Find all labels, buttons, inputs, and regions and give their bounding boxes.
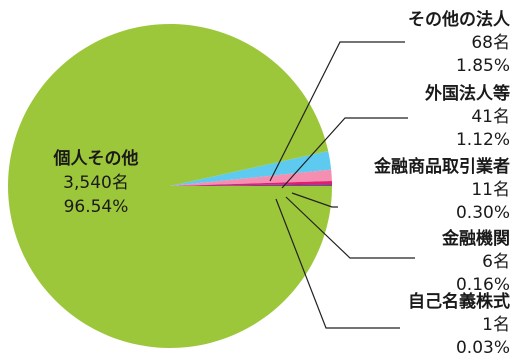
callout-count: 11名 — [471, 180, 510, 200]
callout-percent: 1.85% — [456, 56, 510, 76]
callout-percent: 0.03% — [456, 338, 510, 357]
callout-count: 1名 — [482, 315, 510, 335]
callout-name: 金融商品取引業者 — [373, 156, 510, 177]
callout-count: 41名 — [471, 107, 510, 127]
slice-percent: 96.54% — [64, 197, 129, 217]
callout-count: 6名 — [482, 252, 510, 272]
pie-slice-4 — [170, 184, 332, 186]
leader-lines — [269, 41, 415, 329]
leader-line-2 — [281, 117, 408, 189]
pie-slice-1 — [170, 151, 332, 186]
pie-slice-2 — [170, 169, 332, 186]
callout-name: 自己名義株式 — [408, 291, 510, 312]
slice-name: 個人その他 — [53, 148, 139, 169]
callout-percent: 0.16% — [456, 275, 510, 295]
pie-slice-3 — [170, 181, 332, 186]
callout-name: 外国法人等 — [425, 83, 510, 104]
leader-line-1 — [269, 41, 405, 182]
callout-gaikoku-hojin: 外国法人等 41名 1.12% — [425, 83, 510, 150]
callout-sonota-hojin: その他の法人 68名 1.85% — [408, 9, 511, 76]
leader-line-5 — [275, 198, 400, 329]
callout-kinyu-kikan: 金融機関 6名 0.16% — [441, 228, 510, 295]
callout-name: 金融機関 — [441, 228, 510, 249]
callout-jiko-meigi: 自己名義株式 1名 0.03% — [408, 291, 510, 357]
leader-line-4 — [285, 196, 415, 259]
callout-count: 68名 — [471, 33, 510, 53]
pie-slice-0 — [8, 23, 332, 348]
slice-label-kojin-sonota: 個人その他 3,540名 96.54% — [53, 148, 139, 217]
callout-percent: 1.12% — [456, 130, 510, 150]
callout-percent: 0.30% — [456, 203, 510, 223]
slice-count: 3,540名 — [63, 173, 129, 193]
callout-name: その他の法人 — [408, 9, 511, 30]
leader-line-3 — [291, 192, 338, 208]
callout-kinyu-shohin: 金融商品取引業者 11名 0.30% — [373, 156, 510, 223]
pie-slices — [8, 23, 333, 348]
